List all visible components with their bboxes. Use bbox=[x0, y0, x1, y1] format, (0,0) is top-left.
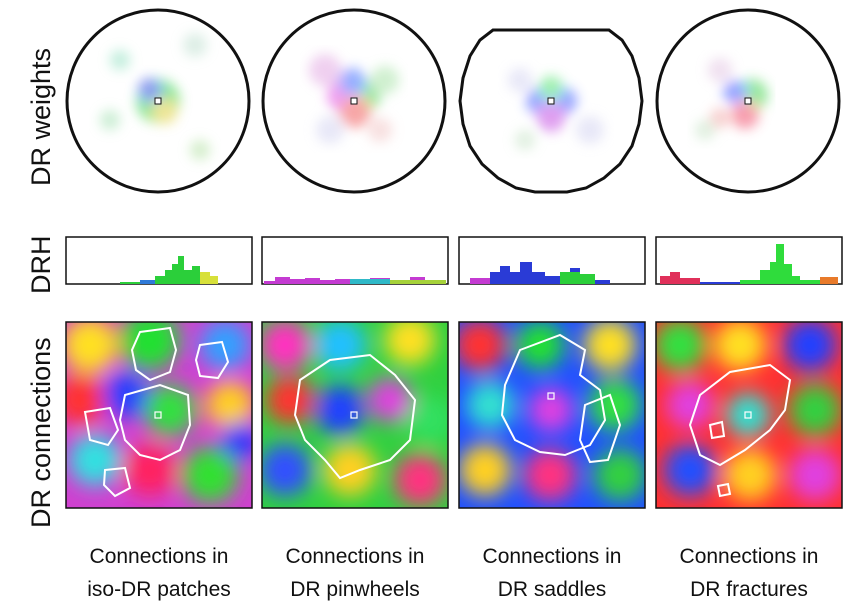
connections-panel-pinwheel bbox=[261, 321, 449, 509]
caption-line-1: Connections in bbox=[679, 545, 819, 568]
weights-panel-saddle bbox=[458, 28, 644, 194]
caption-line-2: DR fractures bbox=[690, 578, 808, 601]
caption-dr-saddles: Connections in DR saddles bbox=[452, 540, 652, 606]
drh-panel-iso bbox=[65, 236, 253, 285]
drh-panel-fracture bbox=[655, 236, 843, 285]
weights-panel-iso bbox=[65, 8, 251, 194]
caption-dr-pinwheels: Connections in DR pinwheels bbox=[255, 540, 455, 606]
drh-panel-saddle bbox=[458, 236, 646, 285]
connections-panel-fracture bbox=[655, 321, 843, 509]
weights-panel-pinwheel bbox=[261, 8, 447, 194]
drh-panel-pinwheel bbox=[261, 236, 449, 285]
weights-panel-fracture bbox=[655, 8, 841, 194]
caption-dr-fractures: Connections in DR fractures bbox=[649, 540, 849, 606]
caption-line-1: Connections in bbox=[89, 545, 229, 568]
caption-line-2: DR pinwheels bbox=[290, 578, 420, 601]
caption-line-2: DR saddles bbox=[497, 578, 607, 601]
caption-iso-dr-patches: Connections in iso-DR patches bbox=[59, 540, 259, 606]
connections-panel-saddle bbox=[458, 321, 646, 509]
caption-line-2: iso-DR patches bbox=[87, 578, 231, 601]
caption-line-1: Connections in bbox=[285, 545, 425, 568]
caption-line-1: Connections in bbox=[482, 545, 622, 568]
connections-panel-iso bbox=[65, 321, 253, 509]
